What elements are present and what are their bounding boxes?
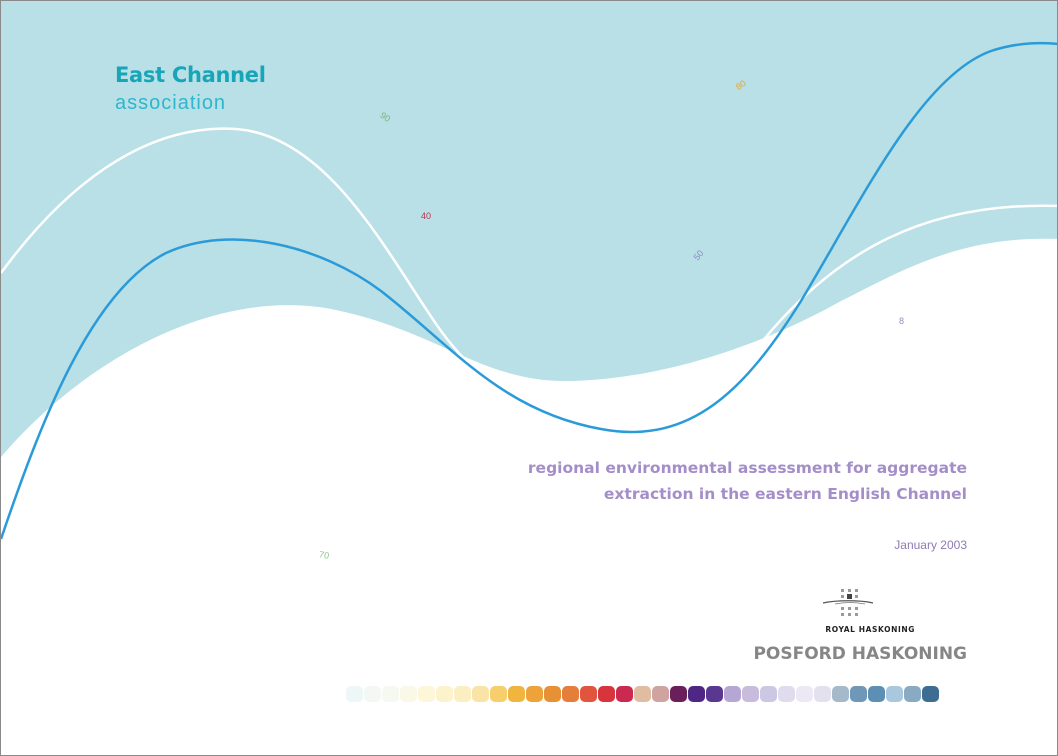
colour-swatch [364,686,381,702]
colour-swatch [490,686,507,702]
colour-swatch [634,686,651,702]
royal-haskoning-logo-icon [822,589,874,616]
colour-swatch [868,686,885,702]
colour-swatch [454,686,471,702]
colour-swatch [598,686,615,702]
colour-swatch [346,686,363,702]
colour-swatch [688,686,705,702]
colour-swatch [742,686,759,702]
colour-swatch [814,686,831,702]
depth-label: 8 [899,316,905,326]
report-date: January 2003 [894,538,967,552]
colour-swatch [706,686,723,702]
colour-swatch [760,686,777,702]
colour-swatch [400,686,417,702]
colour-swatch [724,686,741,702]
colour-swatch [670,686,687,702]
logo-title: East Channel [115,63,266,87]
colour-swatch [526,686,543,702]
posford-haskoning-name: POSFORD HASKONING [753,644,967,664]
blue-contour-line [1,41,1057,540]
colour-swatch-strip [346,686,986,704]
depth-label: 70 [318,549,330,561]
colour-swatch [580,686,597,702]
report-title-line-2: extraction in the eastern English Channe… [603,485,967,503]
colour-swatch [850,686,867,702]
colour-swatch [508,686,525,702]
colour-swatch [418,686,435,702]
colour-swatch [922,686,939,702]
colour-swatch [904,686,921,702]
colour-swatch [886,686,903,702]
colour-swatch [778,686,795,702]
report-title: regional environmental assessment for ag… [528,455,967,507]
depth-label: 40 [421,211,432,221]
colour-swatch [652,686,669,702]
colour-swatch [562,686,579,702]
royal-haskoning-name: ROYAL HASKONING [825,625,915,634]
colour-swatch [436,686,453,702]
colour-swatch [616,686,633,702]
colour-swatch [382,686,399,702]
logo-subtitle: association [115,92,227,114]
sea-area [1,1,1057,457]
report-title-line-1: regional environmental assessment for ag… [527,459,967,477]
colour-swatch [544,686,561,702]
colour-swatch [832,686,849,702]
colour-swatch [796,686,813,702]
white-contour-line [1,127,1057,431]
colour-swatch [472,686,489,702]
